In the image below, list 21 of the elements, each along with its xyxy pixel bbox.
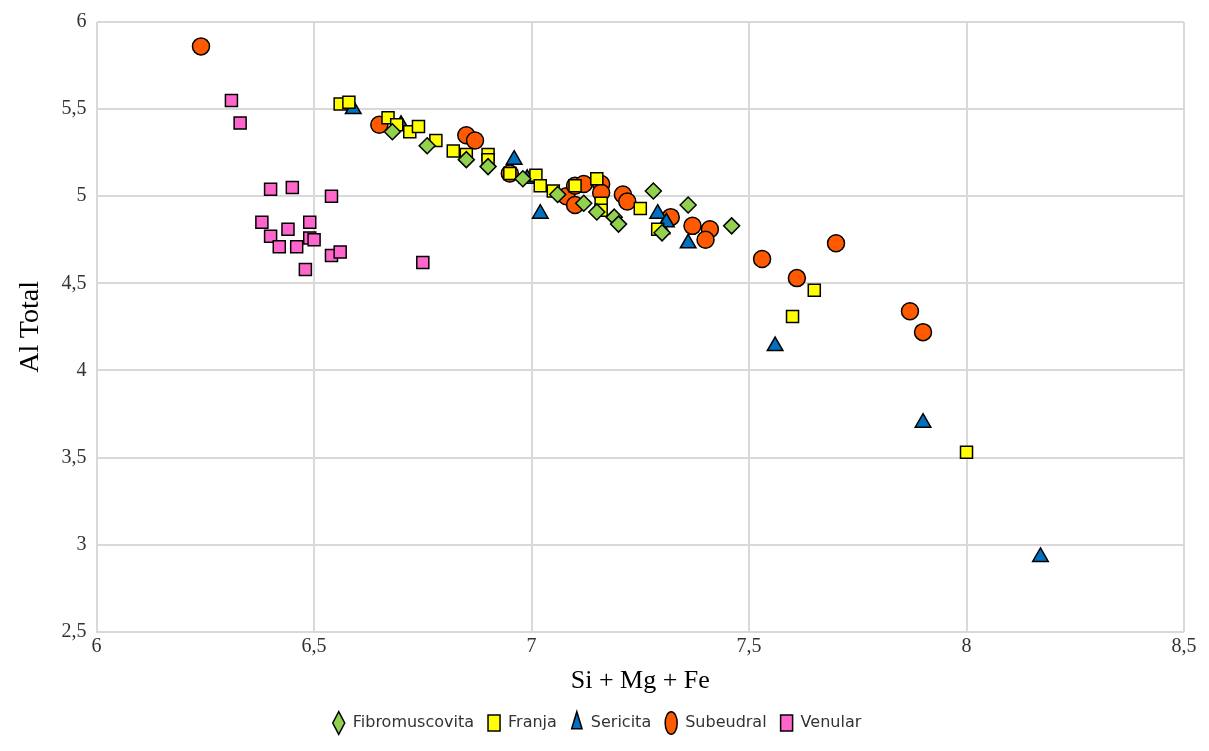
y-tick-label: 5 (76, 183, 87, 206)
x-tick-label: 7 (526, 634, 537, 657)
legend-label: Sericita (590, 712, 652, 732)
y-tick-label: 4,5 (61, 270, 87, 293)
x-tick-label: 8 (961, 634, 972, 657)
y-tick-label: 5,5 (61, 96, 87, 119)
y-tick-label: 4 (76, 357, 87, 380)
x-tick-label: 8,5 (1171, 634, 1197, 657)
legend-label: Subeudral (685, 712, 767, 732)
legend-label: Venular (800, 712, 862, 732)
y-tick-label: 6 (76, 9, 87, 32)
y-tick-label: 2,5 (61, 619, 87, 642)
y-tick-label: 3 (76, 531, 87, 554)
y-axis-title: Al Total (13, 280, 45, 373)
x-tick-label: 6 (91, 634, 102, 657)
x-axis-title: Si + Mg + Fe (570, 665, 710, 695)
x-tick-label: 7,5 (736, 634, 762, 657)
legend-label: Franja (508, 712, 557, 732)
x-tick-label: 6,5 (301, 634, 327, 657)
legend-label: Fibromuscovita (352, 712, 475, 732)
y-tick-label: 3,5 (61, 444, 87, 467)
